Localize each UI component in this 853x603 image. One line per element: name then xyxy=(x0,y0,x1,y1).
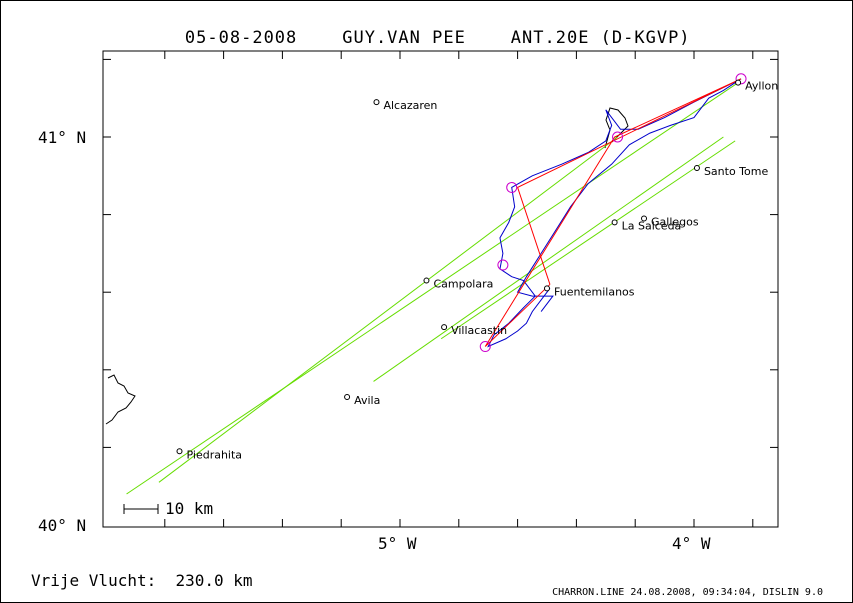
town-label: Santo Tome xyxy=(704,165,769,178)
town-label: Ayllon xyxy=(745,80,778,93)
town-marker xyxy=(176,448,183,455)
town-marker xyxy=(373,99,380,106)
sector-line xyxy=(158,136,618,483)
lat-label: 40° N xyxy=(38,516,86,535)
turnpoint-marker xyxy=(506,181,518,193)
glider-name: ANT.20E (D-KGVP) xyxy=(510,28,691,48)
lat-label: 41° N xyxy=(38,128,86,147)
town-label: Villacastin xyxy=(451,324,507,337)
town-marker xyxy=(641,215,648,222)
scale-bar: 10 km xyxy=(123,499,213,518)
gps-track xyxy=(487,78,742,348)
town-marker xyxy=(344,393,351,400)
turnpoints xyxy=(479,73,747,353)
town-label: La Salceda xyxy=(622,219,682,232)
town-label: Alcazaren xyxy=(383,99,437,112)
region-outline xyxy=(105,107,629,425)
town-marker xyxy=(423,277,430,284)
route-line xyxy=(484,78,742,347)
turnpoint-marker xyxy=(735,73,747,85)
lon-label: 5° W xyxy=(378,534,417,553)
distance-summary: Vrije Vlucht: 230.0 km xyxy=(31,571,253,590)
outline-top xyxy=(604,107,629,149)
turnpoint-marker xyxy=(612,131,624,143)
axis-ticks xyxy=(103,51,778,527)
town-marker xyxy=(441,324,448,331)
town-label: Avila xyxy=(354,394,380,407)
axis-labels: 41° N 40° N 5° W 4° W xyxy=(38,128,711,553)
sector-line xyxy=(440,140,736,340)
flight-title: 05-08-2008 GUY.VAN PEE ANT.20E (D-KGVP) xyxy=(0,8,853,48)
distance-value: 230.0 km xyxy=(175,571,253,590)
map-plot-area xyxy=(102,50,779,528)
sector-lines xyxy=(126,82,739,495)
distance-label: Vrije Vlucht: xyxy=(31,571,157,590)
track-line xyxy=(487,78,742,348)
town-marker xyxy=(735,79,742,86)
turnpoint-marker xyxy=(479,341,491,353)
sector-line xyxy=(373,136,724,382)
outline-left xyxy=(105,374,136,425)
town-marker xyxy=(693,165,700,172)
town-marker xyxy=(544,285,550,292)
task-route xyxy=(484,78,742,347)
town-label: Fuentemilanos xyxy=(554,285,635,298)
town-marker xyxy=(611,219,618,226)
turnpoint-marker xyxy=(497,259,509,271)
software-credit: CHARRON.LINE 24.08.2008, 09:34:04, DISLI… xyxy=(552,587,823,598)
scale-bar-label: 10 km xyxy=(165,499,213,518)
town-label: Piedrahita xyxy=(187,448,243,461)
flight-date: 05-08-2008 xyxy=(184,28,298,48)
lon-label: 4° W xyxy=(672,534,711,553)
sector-line xyxy=(126,82,739,495)
town-label: Gallegos xyxy=(651,215,699,228)
town-label: Campolara xyxy=(433,278,493,291)
pilot-name: GUY.VAN PEE xyxy=(342,28,466,48)
